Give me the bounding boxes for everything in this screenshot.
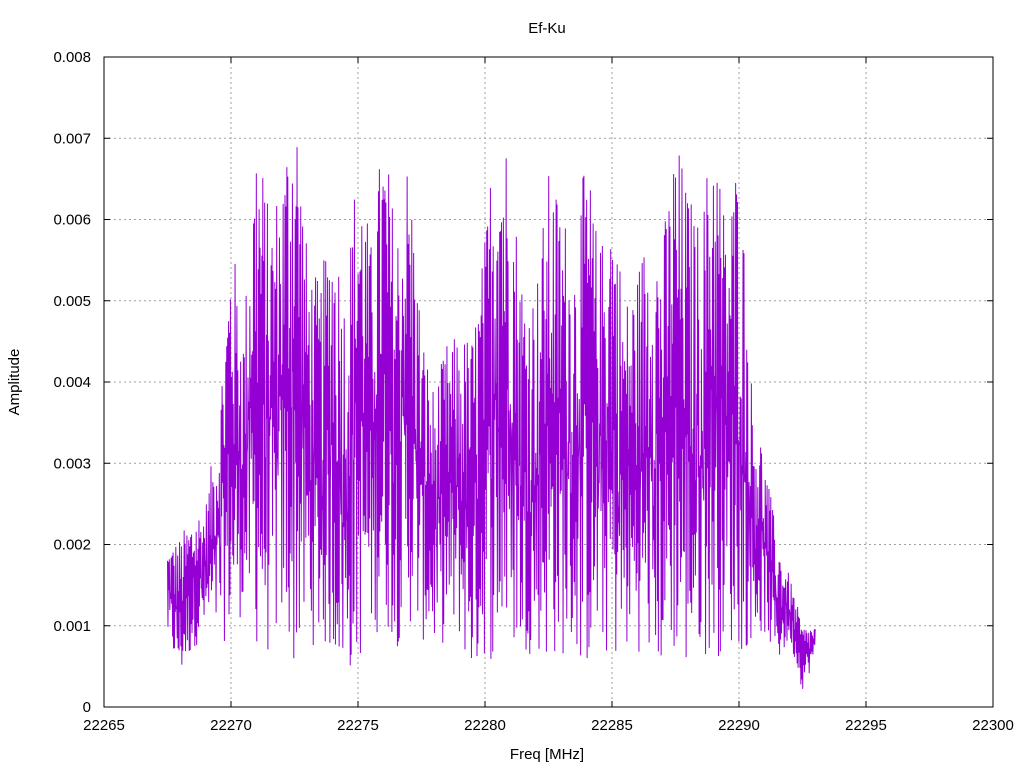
y-tick-label: 0.003 xyxy=(53,455,91,472)
x-tick-label: 22265 xyxy=(83,717,125,734)
y-tick-label: 0.006 xyxy=(53,212,91,229)
x-tick-labels: 22265 22270 22275 22280 22285 22290 22295 22300 xyxy=(83,717,1014,734)
x-tick-label: 22300 xyxy=(972,717,1014,734)
y-axis-label: Amplitude xyxy=(6,349,23,416)
y-tick-label: 0.008 xyxy=(53,49,91,66)
spectrum-trace xyxy=(167,147,816,689)
x-tick-label: 22280 xyxy=(464,717,506,734)
chart-title: Ef-Ku xyxy=(528,20,566,37)
y-tick-label: 0.004 xyxy=(53,374,91,391)
y-tick-label: 0 xyxy=(83,699,91,716)
x-tick-label: 22290 xyxy=(718,717,760,734)
x-tick-label: 22270 xyxy=(210,717,252,734)
y-tick-label: 0.007 xyxy=(53,130,91,147)
y-tick-label: 0.002 xyxy=(53,537,91,554)
y-tick-label: 0.001 xyxy=(53,618,91,635)
x-axis-label: Freq [MHz] xyxy=(510,746,584,763)
y-tick-labels: 0 0.001 0.002 0.003 0.004 0.005 0.006 0.007 0.00… xyxy=(53,49,91,716)
x-tick-label: 22285 xyxy=(591,717,633,734)
axis-ticks xyxy=(103,56,994,708)
y-tick-label: 0.005 xyxy=(53,293,91,310)
x-tick-label: 22275 xyxy=(337,717,379,734)
data-series xyxy=(167,147,816,689)
x-tick-label: 22295 xyxy=(845,717,887,734)
